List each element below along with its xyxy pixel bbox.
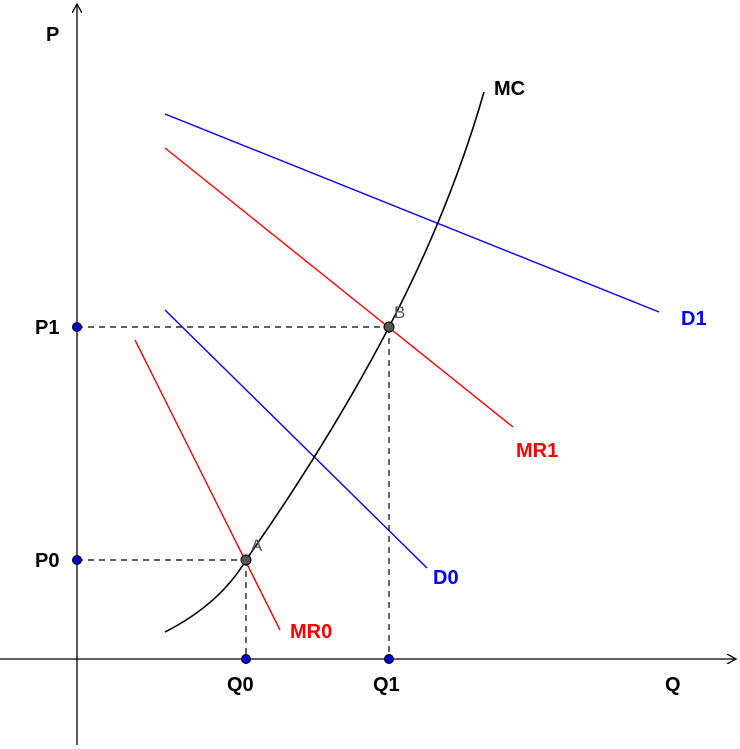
point-b: [383, 321, 395, 333]
point-b-label: B: [394, 303, 405, 322]
mc-curve: [164, 91, 485, 633]
mr1-curve: [164, 147, 514, 428]
y-axis-label: P: [46, 24, 59, 46]
mr0-curve: [134, 339, 281, 631]
d1-label: D1: [681, 308, 707, 330]
q0-label: Q0: [227, 674, 254, 696]
q1-label: Q1: [373, 674, 400, 696]
p0-marker: [72, 555, 82, 565]
d0-curve: [164, 309, 428, 569]
p0-label: P0: [35, 550, 59, 572]
point-a-label: A: [251, 536, 263, 555]
x-axis-label: Q: [665, 674, 681, 696]
p1-marker: [72, 322, 82, 332]
mc-label: MC: [494, 78, 525, 100]
mr0-label: MR0: [290, 621, 332, 643]
q0-marker: [241, 654, 251, 664]
d0-label: D0: [433, 567, 459, 589]
q1-marker: [384, 654, 394, 664]
d1-curve: [164, 113, 660, 313]
p1-label: P1: [35, 317, 59, 339]
point-a: [240, 554, 252, 566]
mr1-label: MR1: [516, 440, 558, 462]
